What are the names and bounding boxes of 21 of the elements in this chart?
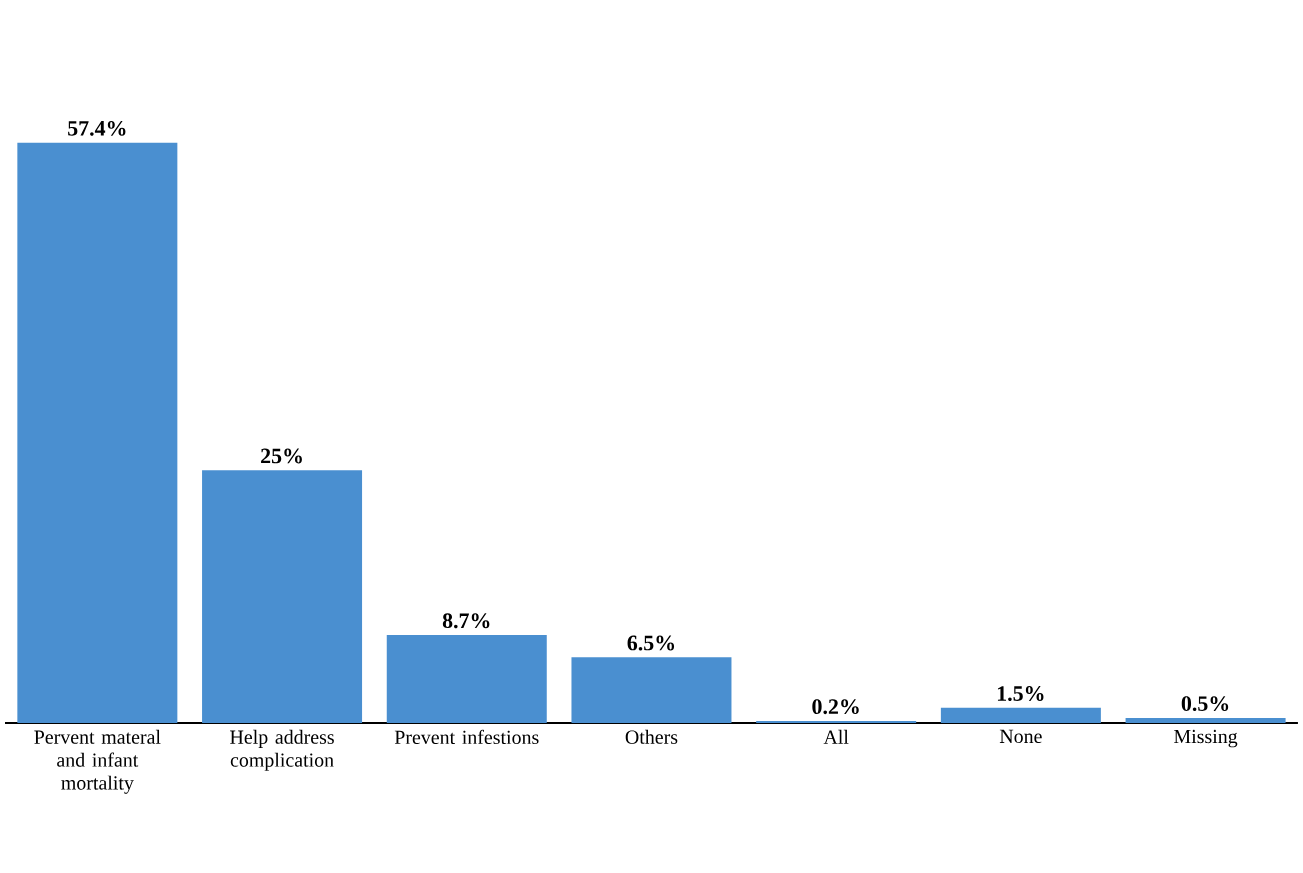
bar — [756, 720, 917, 723]
data-label: 0.2% — [812, 699, 859, 715]
bar — [17, 142, 178, 723]
x-tick-label: Others — [625, 729, 678, 744]
bar — [386, 635, 547, 723]
data-label: 6.5% — [627, 635, 675, 651]
bar — [202, 470, 363, 723]
data-label: 1.5% — [997, 686, 1044, 701]
x-tick-label: Missing — [1174, 729, 1238, 748]
x-tick-label: Help address complication — [230, 729, 334, 771]
bar — [940, 707, 1101, 723]
data-label: 8.7% — [442, 613, 490, 629]
data-label: 25% — [261, 448, 302, 464]
data-label: 0.5% — [1181, 696, 1229, 712]
x-tick-label: All — [823, 729, 849, 744]
x-tick-label: Pervent materal and infant mortality — [34, 729, 161, 794]
bar — [1125, 717, 1286, 723]
bar — [571, 657, 732, 723]
x-tick-label: None — [999, 729, 1042, 744]
data-label: 57.4% — [68, 120, 126, 136]
x-tick-label: Prevent infestions — [394, 729, 539, 745]
